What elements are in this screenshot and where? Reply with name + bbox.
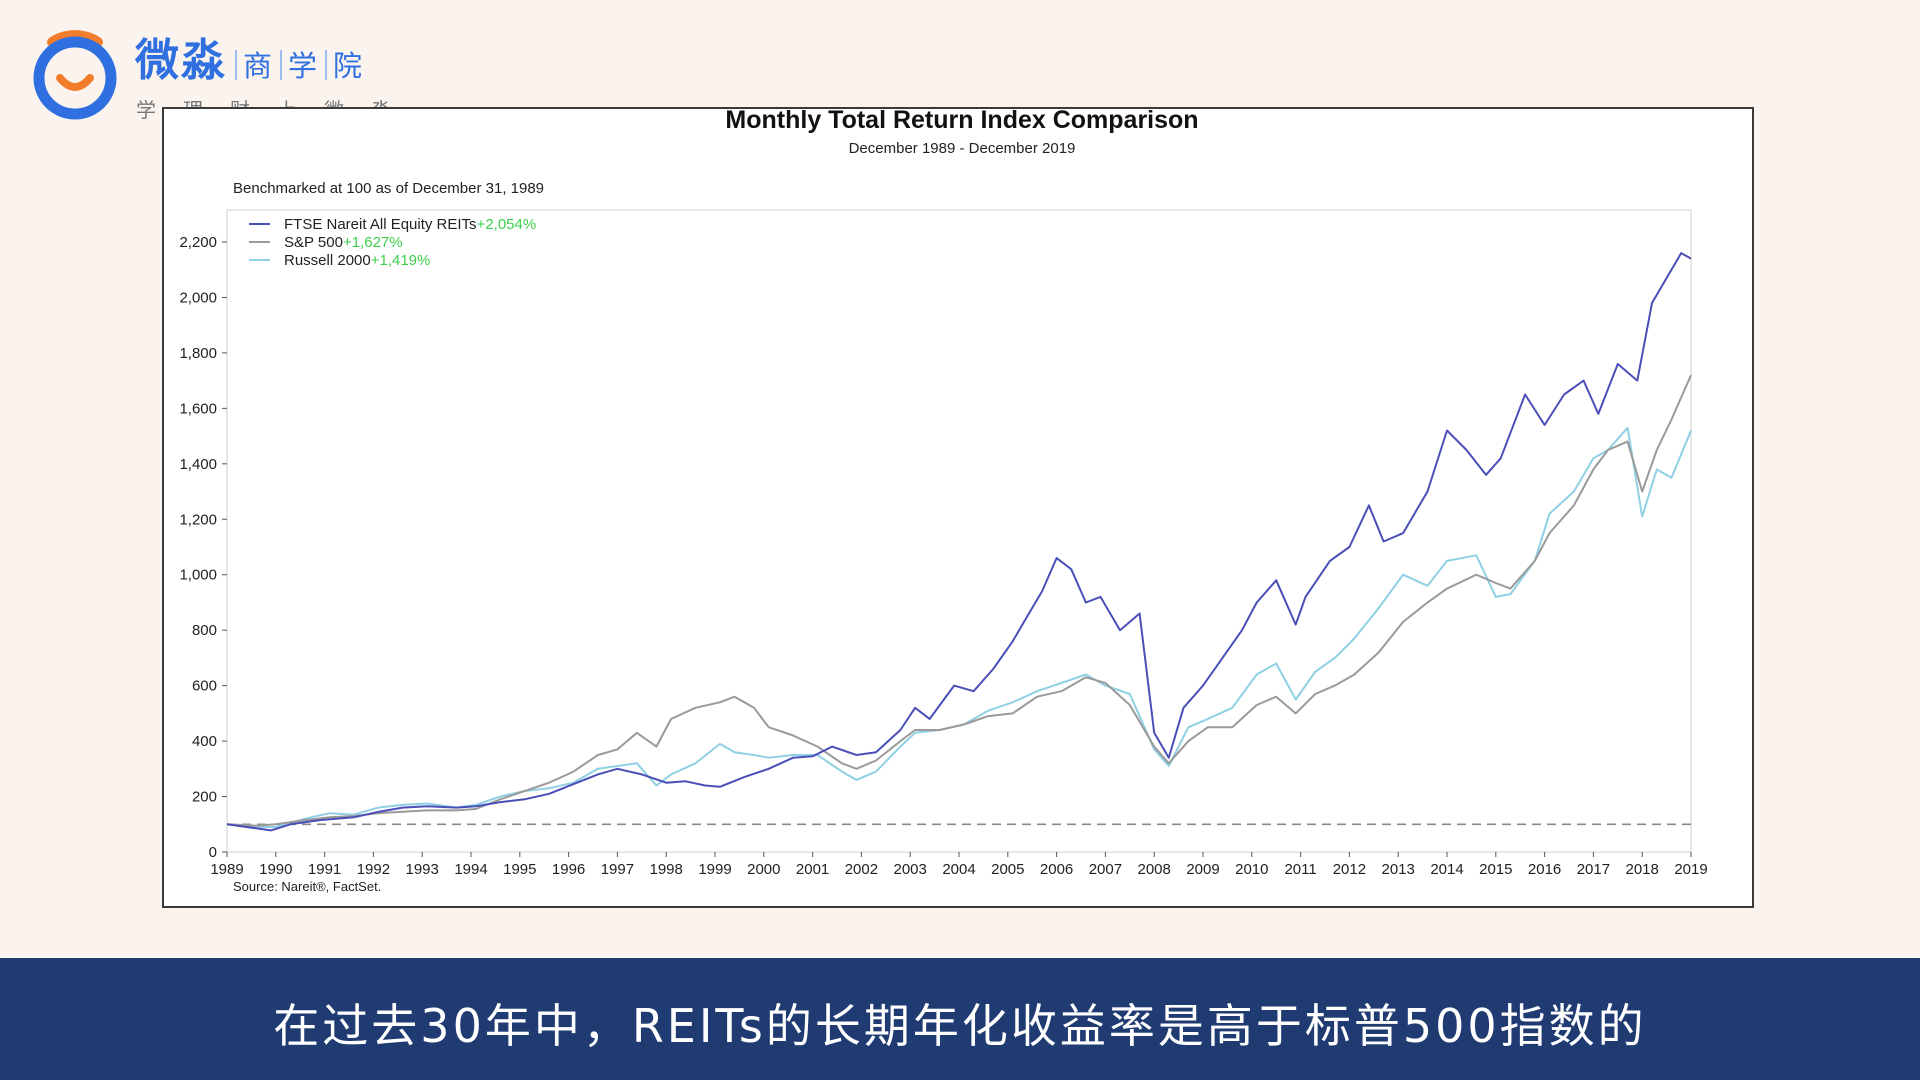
y-tick-label: 2,000 [179,289,217,306]
legend-series-name: S&P 500 [284,234,343,251]
x-tick-label: 2011 [1284,861,1316,878]
x-tick-label: 2002 [845,861,878,878]
logo-sub-3: 院 [333,51,363,83]
x-tick-label: 2008 [1138,861,1171,878]
legend-return-label: +2,054% [477,216,537,233]
legend-entry: S&P 500+1,627% [284,234,403,251]
logo-sub-2: 学 [288,51,318,83]
y-tick-label: 1,600 [179,400,217,417]
logo-divider [325,50,328,80]
x-tick-label: 1992 [357,861,390,878]
x-tick-label: 2013 [1382,861,1415,878]
x-tick-label: 1994 [454,861,487,878]
legend-entry: FTSE Nareit All Equity REITs+2,054% [284,216,536,233]
smile-ring-icon [33,30,117,120]
chart-panel: Monthly Total Return Index Comparison De… [162,107,1754,908]
x-tick-label: 2010 [1235,861,1268,878]
x-tick-label: 2009 [1186,861,1219,878]
series-line-1 [226,374,1692,827]
series-lines [226,252,1692,832]
y-tick-label: 1,200 [179,511,217,528]
x-tick-label: 2012 [1333,861,1366,878]
y-tick-label: 2,200 [179,234,217,251]
y-tick-label: 1,400 [179,456,217,473]
logo-divider [235,50,237,80]
legend-return-label: +1,627% [343,234,403,251]
legend-series-name: FTSE Nareit All Equity REITs [284,216,477,233]
subtitle-caption: 在过去30年中，REITs的长期年化收益率是高于标普500指数的 [273,999,1647,1053]
y-tick-label: 0 [209,844,217,861]
x-tick-label: 1991 [308,861,341,878]
y-tick-label: 200 [192,789,217,806]
chart-source: Source: Nareit®, FactSet. [233,879,381,894]
x-tick-label: 2015 [1479,861,1512,878]
chart-title: Monthly Total Return Index Comparison [725,109,1198,134]
axes: 0 200 400 600 800 1,000 1,200 1,400 1,600 1,800 2,… [179,234,1707,878]
chart-subtitle: December 1989 - December 2019 [849,140,1076,157]
y-tick-label: 1,000 [179,567,217,584]
x-tick-label: 1989 [210,861,243,878]
x-tick-label: 1990 [259,861,292,878]
x-tick-label: 2019 [1674,861,1707,878]
x-tick-label: 2001 [796,861,829,878]
x-tick-label: 2007 [1089,861,1122,878]
x-tick-label: 2000 [747,861,780,878]
chart-note: Benchmarked at 100 as of December 31, 19… [233,180,544,197]
x-tick-label: 2004 [942,861,975,878]
x-tick-label: 2006 [1040,861,1073,878]
legend-return-label: +1,419% [371,252,431,269]
plot-area [226,209,1692,853]
x-tick-label: 2003 [894,861,927,878]
series-line-0 [226,252,1692,832]
x-tick-label: 1998 [650,861,683,878]
series-line-2 [226,426,1692,828]
logo-sub-1: 商 [243,51,273,83]
logo-brand-name: 微淼 [135,36,227,85]
x-tick-label: 2014 [1430,861,1463,878]
y-tick-label: 800 [192,622,217,639]
x-tick-label: 1996 [552,861,585,878]
x-tick-label: 1999 [698,861,731,878]
legend-series-name: Russell 2000 [284,252,371,269]
subtitle-bar: 在过去30年中，REITs的长期年化收益率是高于标普500指数的 [0,958,1920,1080]
x-tick-label: 2018 [1626,861,1659,878]
y-tick-label: 400 [192,733,217,750]
y-tick-label: 600 [192,678,217,695]
x-tick-label: 2005 [991,861,1024,878]
x-tick-label: 2017 [1577,861,1610,878]
line-chart: Monthly Total Return Index Comparison De… [179,109,1707,894]
chart-legend: FTSE Nareit All Equity REITs+2,054%S&P 5… [249,216,536,269]
legend-entry: Russell 2000+1,419% [284,252,430,269]
x-tick-label: 1997 [601,861,634,878]
x-tick-label: 1995 [503,861,536,878]
logo-divider [280,50,283,80]
y-tick-label: 1,800 [179,345,217,362]
x-tick-label: 2016 [1528,861,1561,878]
x-tick-label: 1993 [406,861,439,878]
logo-title: 微淼 商 学 院 [135,36,362,86]
